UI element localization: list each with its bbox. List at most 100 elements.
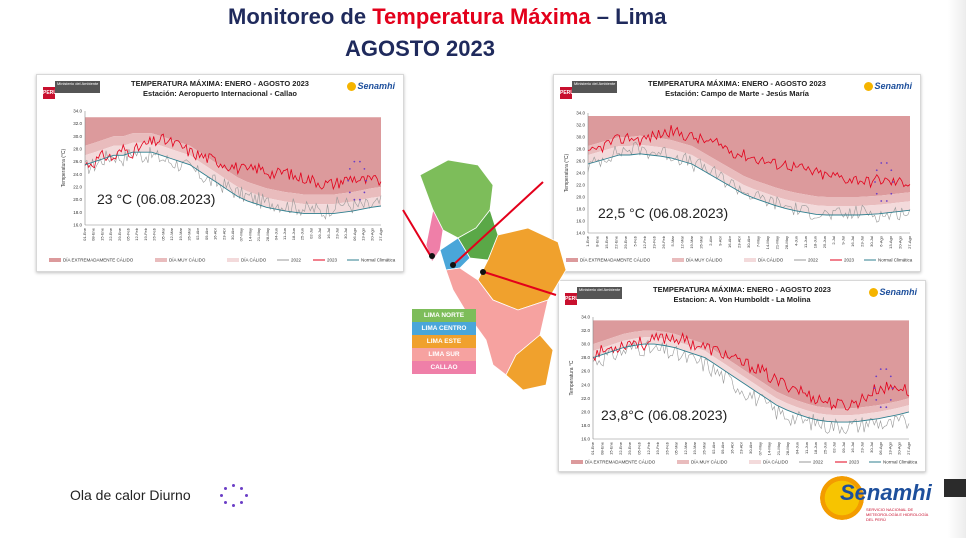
x-tick-label: 30-Abr [746,235,751,248]
x-tick-label: 23-Jul [860,236,865,247]
legend-label: DÍA EXTREMADAMENTE CÁLIDO [63,257,134,263]
legend-label: DÍA CÁLIDO [241,257,267,263]
x-tick-label: 13-Ago [361,227,366,241]
x-tick-label: 30-Jul [343,228,348,239]
x-tick-label: 26-Feb [152,227,157,240]
x-tick-label: 22-Ene [108,227,113,241]
heatwave-dot [889,375,892,378]
heatwave-dot [363,168,366,170]
x-tick-label: 30-Jul [869,236,874,247]
legend-label: 2023 [327,258,338,263]
heatwave-dot [875,399,878,401]
x-tick-label: 04-Jun [274,228,279,240]
x-tick-label: 07-May [239,228,244,241]
x-tick-label: 08-Ene [599,441,604,455]
x-tick-label: 06-Ago [352,227,357,241]
y-axis-label: Temperatura (°C) [564,153,570,192]
x-tick-label: 30-Jul [869,442,874,453]
chart-panel-la-molina: PERÚMinisterio del Ambiente TEMPERATURA … [558,280,926,472]
x-tick-label: 27-Ago [906,441,911,455]
heatwave-dot [363,191,366,194]
legend-label: 2022 [808,258,819,263]
heatwave-dot [874,181,876,183]
panel-title: TEMPERATURA MÁXIMA: ENERO - AGOSTO 2023 E… [37,79,403,99]
legend-label: DÍA CÁLIDO [758,257,784,263]
heatwave-dot [879,406,882,409]
peru-ministry-logo: PERÚMinisterio del Ambiente [560,81,620,99]
x-tick-label: 23-Abr [221,227,226,240]
heatwave-label: Ola de calor Diurno [70,487,191,503]
panel-title-line2: Estación: Aeropuerto Internacional - Cal… [143,89,297,98]
heatwave-dot [879,368,882,371]
y-tick-label: 28.0 [576,147,585,152]
legend-label: 2023 [844,258,855,263]
chart-svg-campo-de-marte: 34.0 32.0 30.0 28.0 26.0 24.0 22.0 20.0 18.0 16.0… [564,111,913,263]
x-tick-label: 16-Abr [729,441,734,454]
x-tick-label: 2-Abr [708,235,713,245]
band-extremely-warm [593,320,909,409]
map-legend-lima-centro: LIMA CENTRO [412,322,476,335]
station-campo-de-marte-marker [450,262,456,268]
x-tick-label: 28-May [784,236,789,249]
y-tick-label: 18.0 [73,210,82,215]
heatwave-dot [875,375,878,378]
arrow-la-molina [483,271,557,296]
legend-label: 2023 [849,460,860,465]
legend-swatch [49,258,61,262]
x-tick-label: 13-Ago [888,235,893,249]
x-tick-label: 23-Abr [737,235,742,248]
x-tick-label: 16-Jul [850,442,855,453]
peru-ministry-logo: PERÚMinisterio del Ambiente [565,287,625,305]
legend-label: 2022 [291,258,302,263]
x-tick-label: 13-Ago [887,441,892,455]
y-tick-label: 32.0 [576,123,585,128]
legend-label: DÍA EXTREMADAMENTE CÁLIDO [580,257,651,263]
heatwave-dots-icon [218,484,250,507]
x-tick-label: 09-Abr [720,441,725,454]
heatwave-dot [892,181,894,183]
map-legend: LIMA NORTE LIMA CENTRO LIMA ESTE LIMA SU… [412,309,478,374]
x-tick-label: 01-Ene [590,441,595,455]
heatwave-dot [359,198,361,201]
x-tick-label: 09-Jul [841,442,846,453]
x-tick-label: 14-May [767,442,772,455]
x-tick-label: 12-Feb [134,227,139,240]
arrow-campo-de-marte [452,181,544,266]
x-tick-label: 19-Mar [178,227,183,240]
x-tick-label: 16-Jul [326,228,331,239]
x-tick-label: 18-Jun [813,442,818,454]
lima-region-map [402,159,567,391]
legend-swatch [155,258,167,262]
x-tick-label: 05-Feb [636,441,641,454]
y-tick-label: 24.0 [73,172,82,177]
y-tick-label: 16.0 [73,223,82,228]
y-tick-label: 20.0 [576,195,585,200]
x-tick-label: 15-Ene [99,227,104,241]
station-la-molina-marker [480,269,486,275]
title-line-1: Monitoreo de Temperatura Máxima – Lima [228,4,666,30]
panel-title: TEMPERATURA MÁXIMA: ENERO - AGOSTO 2023 E… [554,79,920,99]
peru-ministry-logo: PERÚMinisterio del Ambiente [43,81,103,99]
x-tick-label: 29-Ene [623,235,628,249]
heatwave-dot [353,198,356,201]
x-tick-label: 02-Jul [832,442,837,453]
band-very-warm [593,330,909,416]
legend-swatch [227,258,239,262]
x-tick-label: 9-Jul [841,236,846,245]
legend-swatch [749,460,761,464]
x-tick-label: 26-Mar [699,235,704,248]
x-tick-label: 18-Jun [812,236,817,248]
legend-swatch [566,258,578,262]
x-tick-label: 26-Mar [186,227,191,240]
series-2023-line [592,332,910,411]
normal-climate-line [592,343,910,423]
heatwave-dot [348,168,351,170]
max-temp-annotation: 22,5 °C (06.08.2023) [598,205,729,221]
legend-swatch [677,460,689,464]
y-tick-label: 28.0 [581,355,590,360]
y-tick-label: 24.0 [576,171,585,176]
heatwave-dot [348,191,351,194]
y-tick-label: 26.0 [73,159,82,164]
band-extremely-warm [85,117,381,195]
x-tick-label: 19-Feb [651,235,656,248]
